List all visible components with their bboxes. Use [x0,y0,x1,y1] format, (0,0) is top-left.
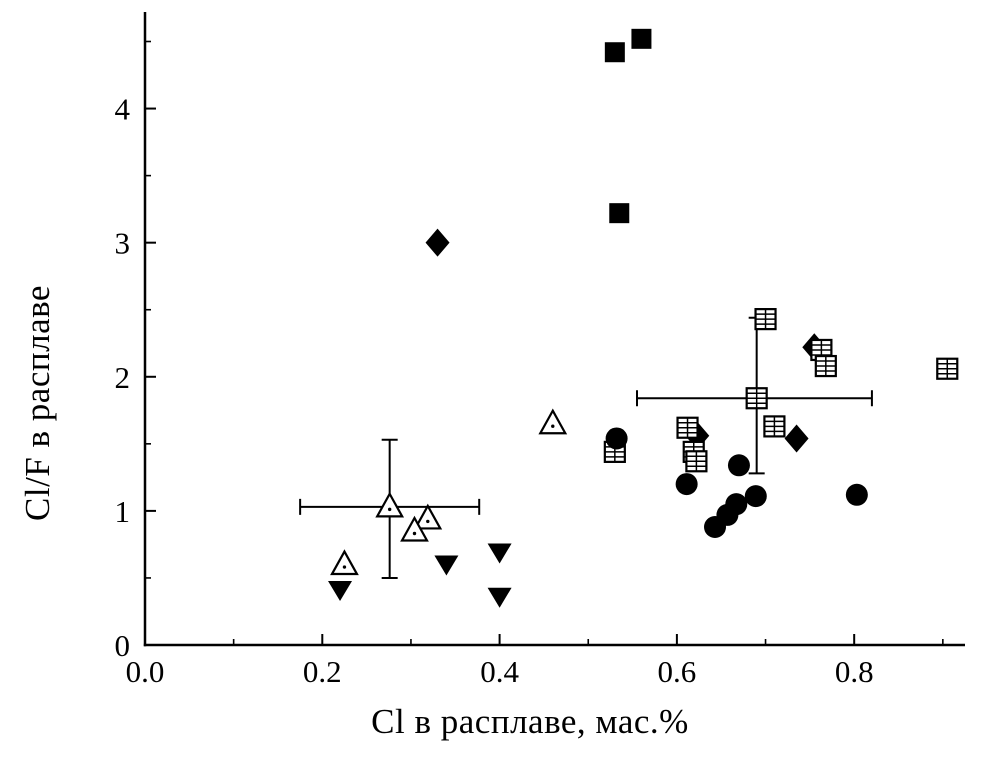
y-tick-label: 0 [115,628,131,663]
marker-open-triangle [400,515,429,542]
x-tick-label: 0.2 [303,654,342,689]
marker-filled-triangle-down [487,543,512,564]
marker-filled-diamond [425,228,450,257]
y-tick-label: 4 [115,92,131,127]
marker-open-triangle [413,503,443,530]
marker-triangle-center-dot [426,519,430,524]
marker-filled-triangle-down [487,587,512,608]
marker-triangle-center-dot [412,531,417,536]
marker-open-triangle [330,549,359,576]
x-tick-label: 0.6 [658,654,697,689]
marker-filled-triangle-down [434,555,459,576]
marker-filled-circle [845,483,868,506]
x-axis-label: Cl в расплаве, мас.% [371,702,689,741]
marker-filled-circle [744,485,767,508]
marker-filled-diamond [784,424,809,453]
y-tick-label: 3 [115,226,131,261]
marker-triangle-center-dot [551,424,555,428]
marker-triangle-center-dot [387,507,392,512]
x-tick-label: 0.8 [835,654,874,689]
marker-filled-triangle-down [328,581,353,602]
marker-filled-circle [727,454,750,477]
marker-open-triangle [538,408,568,435]
marker-filled-circle [704,515,727,538]
marker-filled-circle [605,427,628,450]
y-tick-label: 1 [115,494,131,529]
y-tick-label: 2 [115,360,131,395]
marker-filled-square [609,203,630,224]
x-tick-label: 0.0 [126,654,165,689]
marker-filled-square [631,28,652,49]
marker-triangle-center-dot [342,565,347,569]
y-axis-label: Cl/F в расплаве [18,285,57,521]
x-tick-label: 0.4 [480,654,519,689]
marker-filled-circle [675,473,698,496]
marker-open-triangle [375,491,405,518]
marker-filled-square [604,42,625,63]
